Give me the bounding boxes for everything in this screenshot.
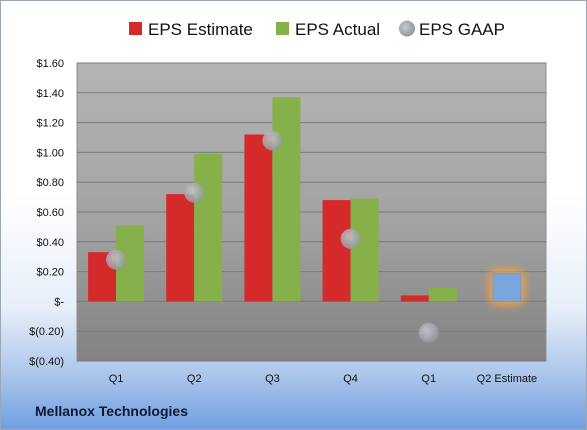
legend-swatch <box>129 22 142 35</box>
x-tick-label: Q2 Estimate <box>477 373 538 385</box>
legend-actual: EPS Actual <box>276 20 380 39</box>
y-tick-label: $0.80 <box>36 177 64 189</box>
bar-eps-estimate <box>400 295 429 302</box>
bar-eps-actual <box>194 153 223 302</box>
gaap-marker <box>262 130 283 151</box>
bar-eps-actual <box>272 97 301 302</box>
x-tick-label: Q2 <box>187 373 202 385</box>
legend-swatch <box>276 22 289 35</box>
legend-label: EPS Actual <box>295 20 380 39</box>
y-tick-label: $0.20 <box>36 267 64 279</box>
y-tick-label: $1.00 <box>36 147 64 159</box>
gaap-marker <box>418 322 439 343</box>
y-tick-label: $- <box>54 296 64 308</box>
y-tick-label: $1.60 <box>36 58 64 70</box>
x-tick-label: Q1 <box>109 373 124 385</box>
bar-eps-estimate <box>244 134 273 302</box>
legend-label: EPS GAAP <box>419 20 505 39</box>
bar-projected-estimate <box>492 272 522 302</box>
plot-area: $1.60 $1.40 $1.20 $1.00 $0.80 $0.60 $0.40 $0.20… <box>29 58 547 385</box>
y-tick-label: $1.40 <box>36 88 64 100</box>
legend-label: EPS Estimate <box>148 20 253 39</box>
gaap-marker <box>106 249 127 270</box>
bar-eps-actual <box>350 198 379 302</box>
x-tick-label: Q4 <box>343 373 358 385</box>
bar-eps-estimate <box>166 194 195 302</box>
bar-eps-actual <box>428 287 457 302</box>
y-tick-label: $(0.20) <box>29 326 64 338</box>
gaap-marker <box>340 228 361 249</box>
y-tick-label: $(0.40) <box>29 356 64 368</box>
x-tick-label: Q3 <box>265 373 280 385</box>
company-name: Mellanox Technologies <box>35 403 188 419</box>
legend-gaap: EPS GAAP <box>399 20 505 39</box>
x-tick-label: Q1 <box>421 373 436 385</box>
y-tick-label: $0.60 <box>36 207 64 219</box>
legend-swatch <box>399 20 415 37</box>
legend: EPS Estimate EPS Actual EPS GAAP <box>129 20 505 39</box>
bar-eps-estimate <box>322 200 351 302</box>
legend-estimate: EPS Estimate <box>129 20 253 39</box>
gaap-marker <box>184 182 205 203</box>
y-tick-label: $1.20 <box>36 118 64 130</box>
y-tick-label: $0.40 <box>36 237 64 249</box>
